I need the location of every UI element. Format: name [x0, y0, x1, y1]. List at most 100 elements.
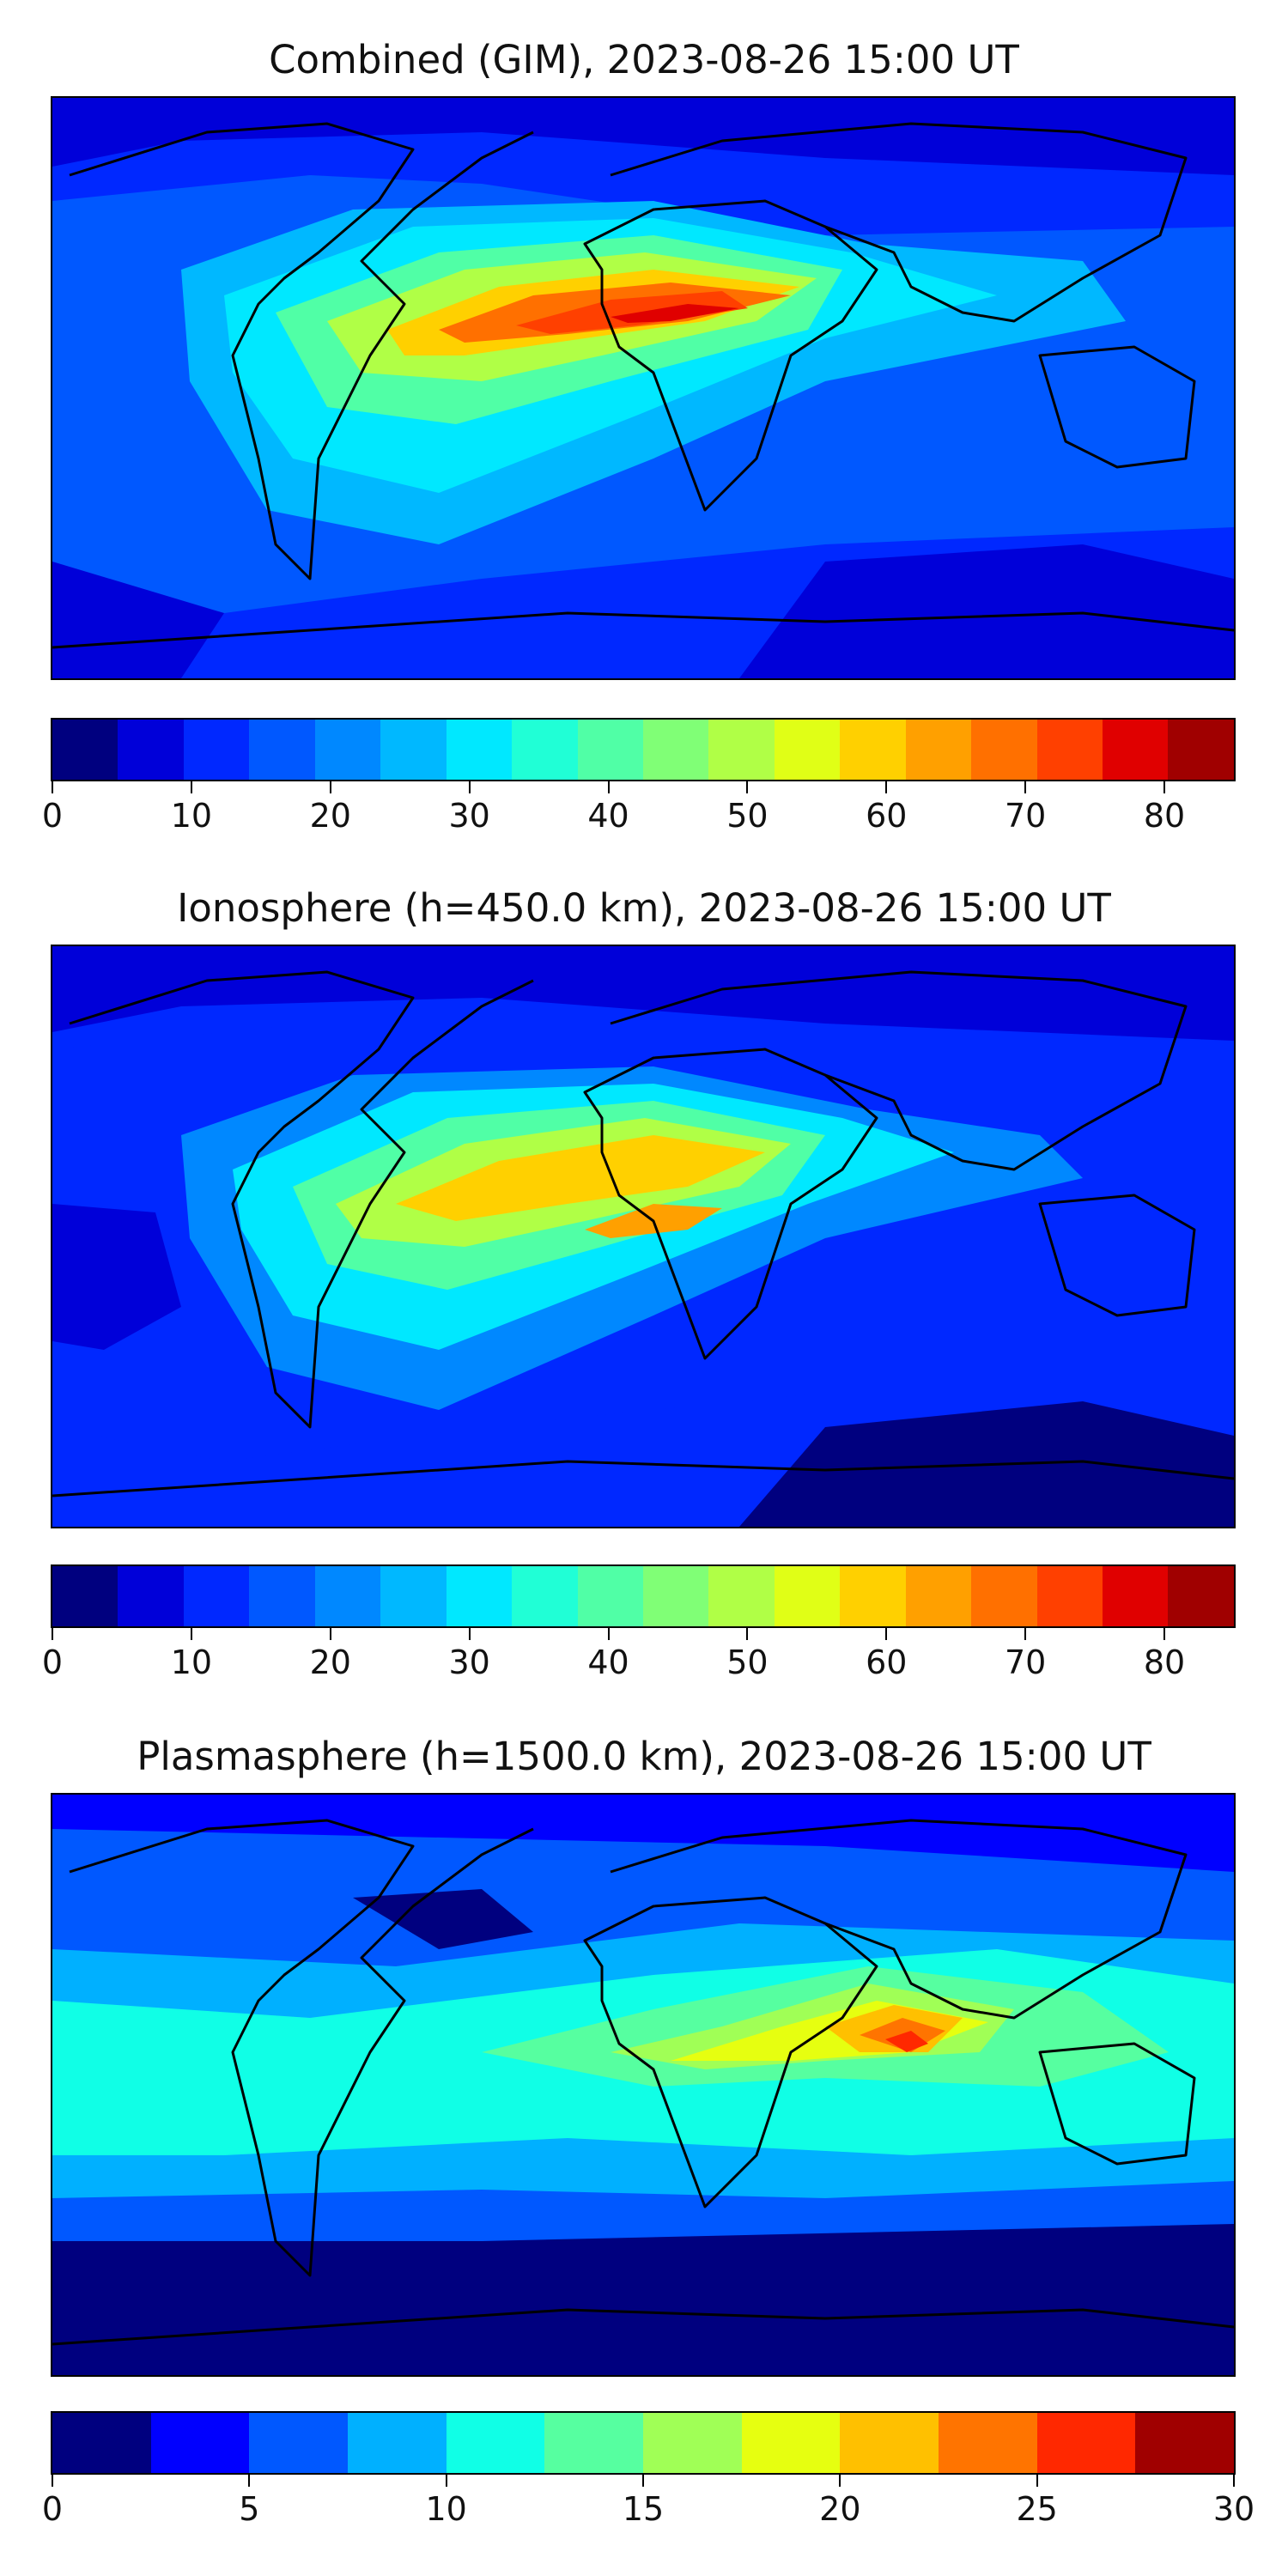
panel-1-colorbar-segment-12 — [774, 720, 841, 780]
panel-3-colorbar-segment-7 — [643, 2413, 742, 2473]
panel-3-tick-label-6: 25 — [1016, 2490, 1058, 2528]
panel-2-tick-label-7: 60 — [866, 1643, 908, 1681]
panel-2-colorbar-segment-15 — [971, 1566, 1037, 1626]
panel-3-coastline-4 — [1038, 2042, 1196, 2166]
panel-2-colorbar-segment-12 — [774, 1566, 841, 1626]
panel-2-map — [51, 945, 1236, 1528]
panel-3-title: Plasmasphere (h=1500.0 km), 2023-08-26 1… — [137, 1734, 1151, 1779]
panel-1-tick-mark-5 — [607, 781, 610, 793]
panel-2-tick-label-2: 10 — [170, 1643, 213, 1681]
panel-2-colorbar-segment-6 — [380, 1566, 447, 1626]
panel-2-title: Ionosphere (h=450.0 km), 2023-08-26 15:0… — [177, 885, 1111, 931]
panel-2-tick-label-4: 30 — [448, 1643, 490, 1681]
panel-1-colorbar-segment-1 — [52, 720, 118, 780]
panel-2-colorbar-segment-2 — [118, 1566, 184, 1626]
panel-1-title: Combined (GIM), 2023-08-26 15:00 UT — [269, 37, 1019, 82]
panel-1-contour-band-11 — [739, 544, 1234, 678]
panel-3-colorbar-segment-8 — [741, 2413, 841, 2473]
panel-2-tick-mark-4 — [468, 1628, 471, 1640]
panel-2-coastline-3 — [610, 970, 1188, 1171]
panel-1-colorbar-segment-14 — [905, 720, 972, 780]
panel-3-coastline-1 — [69, 1819, 534, 2277]
panel-2-colorbar-segment-8 — [512, 1566, 578, 1626]
panel-1-contour-band-12 — [52, 562, 224, 678]
panel-2-coastline-5 — [52, 1460, 1234, 1498]
panel-3-tick-mark-7 — [1233, 2475, 1235, 2487]
panel-1-coastline-4 — [1038, 345, 1196, 469]
panel-2-coastlines — [52, 970, 1234, 1498]
panel-2-tick-mark-2 — [190, 1628, 192, 1640]
panel-3-colorbar — [51, 2411, 1236, 2475]
panel-2-colorbar-segment-5 — [314, 1566, 381, 1626]
panel-2-colorbar — [51, 1564, 1236, 1628]
panel-1-coastline-5 — [52, 611, 1234, 649]
panel-1-tick-mark-4 — [468, 781, 471, 793]
panel-1-colorbar — [51, 718, 1236, 781]
panel-1-colorbar-segment-8 — [512, 720, 578, 780]
panel-2-tick-label-8: 70 — [1004, 1643, 1047, 1681]
panel-3-tick-label-5: 20 — [819, 2490, 861, 2528]
panel-1-contour-band-9 — [611, 304, 739, 323]
panel-3-tick-label-2: 5 — [239, 2490, 260, 2528]
panel-2-colorbar-segment-9 — [577, 1566, 643, 1626]
panel-2-contour-band-6 — [396, 1135, 765, 1221]
panel-1-tick-mark-3 — [329, 781, 331, 793]
panel-2-tick-mark-7 — [885, 1628, 888, 1640]
panel-2-colorbar-segment-16 — [1036, 1566, 1103, 1626]
panel-3-contour-band-9 — [885, 2031, 928, 2052]
panel-2-colorbar-segment-13 — [840, 1566, 906, 1626]
panel-2-tick-mark-8 — [1024, 1628, 1027, 1640]
panel-1-coastline-1 — [69, 122, 534, 580]
panel-2-colorbar-segment-14 — [905, 1566, 972, 1626]
panel-3-coastline-2 — [583, 1896, 878, 2208]
panel-1-contours — [52, 98, 1234, 678]
panel-3-colorbar-segment-6 — [544, 2413, 644, 2473]
panel-2-tick-mark-9 — [1163, 1628, 1166, 1640]
panel-2-map-svg — [52, 946, 1234, 1527]
panel-1-tick-label-5: 40 — [587, 797, 629, 835]
panel-1-tick-label-7: 60 — [866, 797, 908, 835]
panel-1-colorbar-segment-10 — [642, 720, 709, 780]
panel-2-coastline-2 — [583, 1048, 878, 1360]
panel-3-tick-label-3: 10 — [425, 2490, 467, 2528]
panel-2-tick-mark-5 — [607, 1628, 610, 1640]
panel-2-contour-band-10 — [52, 1204, 181, 1350]
panel-3-contour-band-10 — [52, 2224, 1234, 2375]
panel-3-contour-band-11 — [353, 1889, 533, 1949]
panel-2-tick-mark-1 — [52, 1628, 53, 1640]
panel-2-coastline-4 — [1038, 1194, 1196, 1317]
panel-1-map — [51, 96, 1236, 680]
panel-1-coastline-3 — [610, 122, 1188, 323]
panel-3-colorbar-segment-3 — [249, 2413, 349, 2473]
panel-1-colorbar-segment-5 — [314, 720, 381, 780]
panel-2-colorbar-segment-7 — [446, 1566, 513, 1626]
panel-1-tick-label-4: 30 — [448, 797, 490, 835]
panel-2-colorbar-segment-1 — [52, 1566, 118, 1626]
panel-3-colorbar-segment-11 — [1036, 2413, 1136, 2473]
panel-1-tick-mark-9 — [1163, 781, 1166, 793]
panel-1-tick-mark-2 — [190, 781, 192, 793]
panel-3-tick-mark-3 — [445, 2475, 447, 2487]
panel-1-map-svg — [52, 98, 1234, 678]
panel-3-colorbar-segment-4 — [348, 2413, 447, 2473]
panel-3-tick-label-4: 15 — [622, 2490, 665, 2528]
panel-1-colorbar-segment-15 — [971, 720, 1037, 780]
panel-2-tick-label-1: 0 — [41, 1643, 64, 1681]
panel-2-colorbar-segment-3 — [183, 1566, 250, 1626]
panel-1-colorbar-segment-13 — [840, 720, 906, 780]
panel-1-tick-label-6: 50 — [726, 797, 769, 835]
panel-3-colorbar-segment-9 — [840, 2413, 939, 2473]
panel-2-colorbar-segment-10 — [642, 1566, 709, 1626]
panel-1-tick-label-9: 80 — [1143, 797, 1186, 835]
panel-2-colorbar-segment-18 — [1168, 1566, 1234, 1626]
panel-3-tick-label-1: 0 — [41, 2490, 64, 2528]
panel-3-coastline-5 — [52, 2308, 1234, 2346]
panel-1-tick-label-1: 0 — [41, 797, 64, 835]
panel-3-tick-label-7: 30 — [1212, 2490, 1255, 2528]
panel-1-tick-mark-8 — [1024, 781, 1027, 793]
panel-2-tick-label-6: 50 — [726, 1643, 769, 1681]
panel-3-map-svg — [52, 1795, 1234, 2375]
panel-2-contour-band-8 — [52, 946, 1234, 1041]
panel-1-tick-mark-1 — [52, 781, 53, 793]
